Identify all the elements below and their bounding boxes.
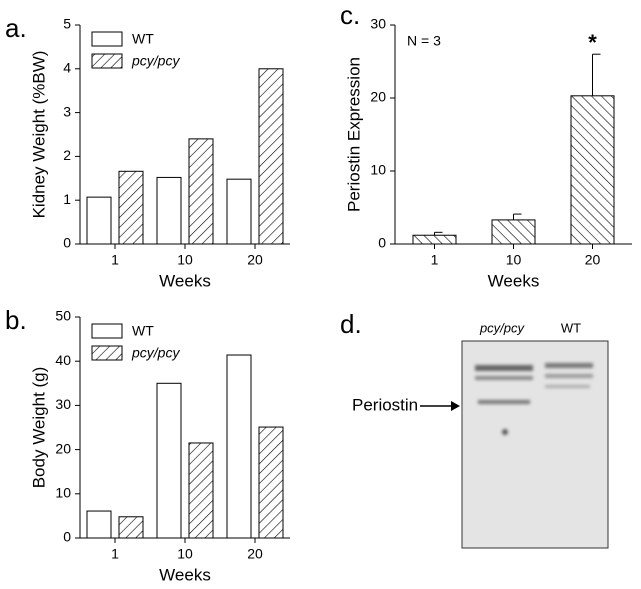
note: N = 3 — [407, 33, 441, 49]
legend-swatch — [91, 31, 123, 47]
bar — [491, 219, 536, 245]
legend-label: WT — [132, 31, 154, 47]
x-axis-label: Weeks — [488, 271, 540, 290]
y-tick-label: 3 — [63, 103, 71, 119]
blot-bands — [475, 363, 593, 435]
x-tick-label: 20 — [247, 252, 263, 268]
significance-label: * — [588, 30, 597, 55]
band-label: Periostin — [352, 395, 418, 414]
bar — [118, 516, 144, 539]
arrow-head — [451, 401, 460, 411]
panel-label: a. — [5, 13, 27, 43]
x-tick-label: 10 — [177, 252, 193, 268]
panel-label: c. — [340, 0, 360, 30]
y-axis-label: Periostin Expression — [344, 57, 363, 212]
y-tick-label: 4 — [63, 60, 71, 76]
panel-label: d. — [340, 309, 362, 339]
y-tick-label: 1 — [63, 191, 71, 207]
bar — [86, 196, 112, 245]
lane-label: WT — [561, 320, 581, 335]
x-tick-label: 1 — [111, 546, 119, 562]
blot-panel: d. pcy/pcy WT Periostin — [340, 309, 609, 549]
legend-label: pcy/pcy — [131, 345, 180, 361]
chart-panel: c. 0 10 20 30 1 10 20 Weeks Periostin Expression *… — [340, 0, 632, 290]
y-tick-label: 0 — [378, 235, 386, 251]
y-tick-label: 50 — [55, 308, 71, 324]
chart-panel: b. 0 10 20 30 40 50 1 10 20 Weeks Body Weight (g) WT… — [5, 305, 290, 584]
bar — [86, 510, 112, 539]
bar — [188, 138, 214, 245]
x-tick-label: 1 — [431, 252, 439, 268]
x-tick-label: 20 — [585, 252, 601, 268]
legend-swatch — [91, 53, 123, 69]
panel-label: b. — [5, 305, 27, 335]
y-tick-label: 5 — [63, 16, 71, 32]
bar — [156, 176, 182, 245]
bar — [412, 234, 457, 245]
lane-label: pcy/pcy — [479, 320, 526, 335]
bar — [570, 95, 615, 245]
y-tick-label: 0 — [63, 235, 71, 251]
y-tick-label: 10 — [55, 485, 71, 501]
bar — [226, 354, 252, 539]
x-axis-label: Weeks — [159, 271, 211, 290]
x-tick-label: 20 — [247, 546, 263, 562]
bar — [156, 382, 182, 539]
chart-panel: a. 0 1 2 3 4 5 1 10 20 Weeks Kidney Weight (%BW) WT p… — [5, 13, 290, 290]
legend-swatch — [91, 323, 123, 339]
legend-label: pcy/pcy — [131, 53, 180, 69]
y-tick-label: 20 — [55, 440, 71, 456]
y-axis-label: Body Weight (g) — [29, 367, 48, 489]
legend-label: WT — [132, 323, 154, 339]
x-tick-label: 10 — [177, 546, 193, 562]
y-tick-label: 0 — [63, 529, 71, 545]
y-tick-label: 40 — [55, 352, 71, 368]
bar — [118, 170, 144, 245]
y-tick-label: 30 — [55, 396, 71, 412]
y-tick-label: 2 — [63, 147, 71, 163]
y-axis-label: Kidney Weight (%BW) — [29, 51, 48, 219]
y-tick-label: 10 — [370, 162, 386, 178]
bar — [188, 442, 214, 539]
blot-image — [461, 340, 609, 549]
legend-swatch — [91, 345, 123, 361]
x-axis-label: Weeks — [159, 565, 211, 584]
bar — [258, 68, 284, 245]
x-tick-label: 10 — [506, 252, 522, 268]
bar — [226, 178, 252, 245]
y-tick-label: 30 — [370, 16, 386, 32]
x-tick-label: 1 — [111, 252, 119, 268]
y-tick-label: 20 — [370, 89, 386, 105]
bar — [258, 426, 284, 539]
